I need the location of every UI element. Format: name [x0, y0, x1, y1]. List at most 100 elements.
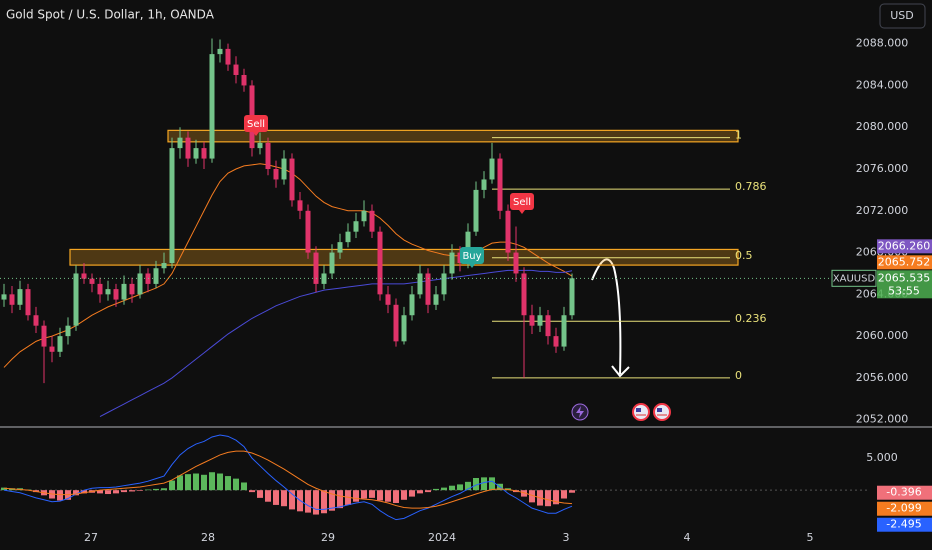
- histogram-bar: [169, 480, 175, 491]
- signal-pointer: [519, 210, 525, 214]
- lightning-glyph: [576, 406, 584, 418]
- last-price-tag: [877, 270, 932, 299]
- candle-body: [305, 210, 311, 253]
- histogram-bar: [465, 481, 471, 491]
- candle-body: [505, 210, 511, 253]
- histogram-bar: [361, 490, 367, 499]
- macd-value-label: -2.099: [886, 502, 921, 515]
- histogram-bar: [281, 490, 287, 507]
- histogram-bar: [489, 477, 495, 491]
- y-tick-label: 2056.000: [856, 371, 909, 384]
- histogram-bar: [545, 490, 551, 507]
- candle-body: [569, 278, 575, 316]
- histogram-bar: [81, 490, 87, 494]
- histogram-bar: [273, 490, 279, 505]
- histogram-bar: [393, 490, 399, 503]
- macd-tick-label: 5.000: [866, 451, 898, 464]
- y-tick-label: 2088.000: [856, 37, 909, 50]
- event-icons[interactable]: [571, 403, 671, 421]
- candle-body: [401, 315, 407, 342]
- candle-body: [153, 268, 159, 284]
- candle-body: [529, 315, 535, 326]
- candle-body: [417, 273, 423, 295]
- candle-body: [297, 200, 303, 211]
- ma-price-label: 2065.752: [878, 255, 931, 268]
- candle-body: [209, 54, 215, 159]
- date-label: 27: [84, 531, 98, 544]
- macd-value-tag: [877, 517, 932, 532]
- signal-line: [3, 450, 573, 509]
- histogram-bar: [193, 473, 199, 491]
- countdown: 53:55: [888, 284, 920, 297]
- candle-body: [169, 148, 175, 264]
- candle-body: [377, 231, 383, 295]
- histogram-bar: [321, 490, 327, 514]
- candle-body: [201, 148, 207, 159]
- histogram-bar: [569, 490, 575, 493]
- candle-body: [89, 278, 95, 284]
- candle-body: [337, 242, 343, 253]
- candle-body: [537, 315, 543, 326]
- candle-body: [521, 273, 527, 316]
- y-tick-label: 2072.000: [856, 204, 909, 217]
- candle-body: [409, 294, 415, 316]
- chart-title: Gold Spot / U.S. Dollar, 1h, OANDA: [6, 8, 215, 22]
- signal-badge: [460, 247, 484, 264]
- candle-body: [97, 283, 103, 295]
- candle-body: [177, 137, 183, 149]
- candle-body: [545, 315, 551, 337]
- histogram-bar: [401, 490, 407, 500]
- histogram-bar: [313, 490, 319, 515]
- histogram-bar: [145, 489, 151, 491]
- price-zone: [167, 129, 739, 143]
- candle-body: [313, 252, 319, 284]
- candle-body: [345, 231, 351, 243]
- candle-body: [497, 158, 503, 211]
- candle-body: [233, 64, 239, 76]
- ma-price-label: 2066.260: [878, 239, 931, 252]
- histogram-bar: [521, 490, 527, 497]
- candle-body: [561, 315, 567, 347]
- candle-body: [41, 325, 47, 347]
- macd-value-tag: [877, 501, 932, 516]
- histogram-bar: [73, 490, 79, 496]
- candle-body: [449, 252, 455, 274]
- histogram-bar: [441, 487, 447, 491]
- signal-badge: [510, 193, 534, 210]
- arrow-head: [611, 365, 630, 378]
- candle-body: [17, 289, 23, 305]
- histogram-bar: [137, 490, 143, 491]
- candle-body: [361, 210, 367, 222]
- candle-body: [353, 221, 359, 232]
- currency-label[interactable]: USD: [890, 9, 914, 22]
- signal-pointer: [253, 132, 259, 136]
- candle-body: [481, 179, 487, 190]
- histogram-bar: [249, 490, 255, 493]
- histogram-bar: [305, 490, 311, 513]
- histogram-bar: [481, 477, 487, 491]
- candle-body: [121, 283, 127, 300]
- y-tick-label: 2080.000: [856, 120, 909, 133]
- moving-average: [99, 269, 573, 417]
- macd-value-tag: [877, 485, 932, 500]
- ma-price-tag: [877, 239, 932, 254]
- projection-arrow: [591, 258, 622, 375]
- histogram-bar: [1, 487, 7, 491]
- candle-body: [225, 48, 231, 65]
- candle-body: [161, 263, 167, 269]
- macd-line: [3, 434, 573, 521]
- histogram-bar: [457, 484, 463, 491]
- histogram-bar: [185, 474, 191, 491]
- candle-body: [425, 273, 431, 305]
- candle-body: [489, 158, 495, 180]
- fib-label: 0.236: [735, 312, 767, 325]
- currency-button[interactable]: [879, 3, 926, 29]
- histogram-bar: [385, 490, 391, 502]
- symbol-tag: [831, 269, 877, 287]
- histogram-bar: [289, 490, 295, 510]
- histogram-bar: [329, 490, 335, 511]
- histogram-bar: [265, 490, 271, 502]
- y-tick-label: 2060.000: [856, 329, 909, 342]
- histogram-bar: [425, 490, 431, 493]
- histogram-bar: [473, 478, 479, 491]
